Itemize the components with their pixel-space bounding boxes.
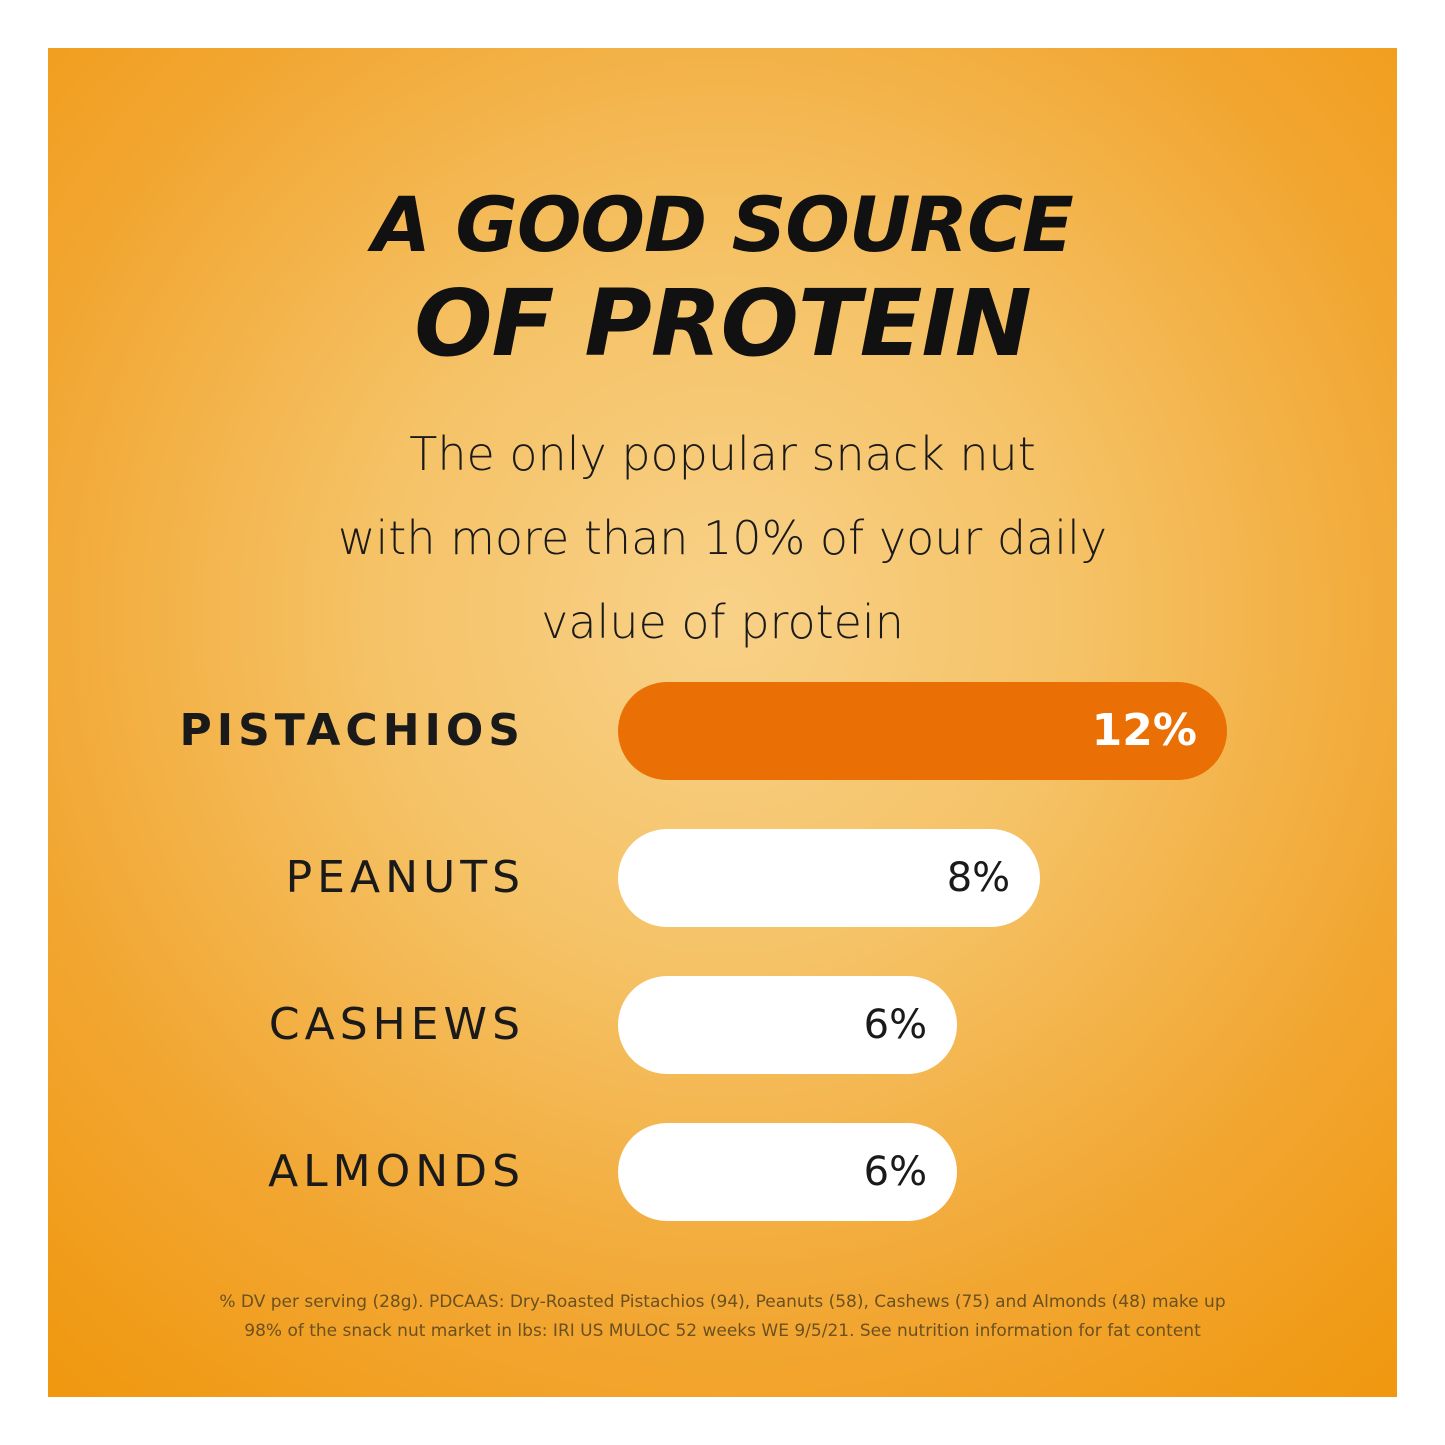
bar-pistachios: 12% [618, 682, 1227, 780]
data-label: 6% [863, 1002, 928, 1048]
footnote-line: % DV per serving (28g). PDCAAS: Dry-Roas… [219, 1292, 1226, 1312]
subtitle-line: with more than 10% of your daily [337, 511, 1108, 565]
data-label: 12% [1091, 705, 1197, 756]
footnote-line: 98% of the snack nut market in lbs: IRI … [244, 1321, 1201, 1341]
bar-label-peanuts: PEANUTS [285, 852, 525, 903]
subtitle: The only popular snack nut with more tha… [48, 412, 1397, 664]
title-line-2: OF PROTEIN [414, 270, 1031, 377]
bar-almonds: 6% [618, 1123, 958, 1221]
bar-cashews: 6% [618, 976, 958, 1074]
infographic-panel: A GOOD SOURCE OF PROTEIN The only popula… [48, 48, 1397, 1397]
subtitle-line: value of protein [541, 595, 904, 649]
bar-label-almonds: ALMONDS [268, 1146, 525, 1197]
bar-label-pistachios: PISTACHIOS [179, 705, 525, 756]
data-label: 6% [863, 1149, 928, 1195]
data-label: 8% [946, 855, 1011, 901]
bar-peanuts: 8% [618, 829, 1041, 927]
footnote: % DV per serving (28g). PDCAAS: Dry-Roas… [48, 1288, 1397, 1346]
bar-label-cashews: CASHEWS [268, 999, 525, 1050]
subtitle-line: The only popular snack nut [409, 427, 1036, 481]
title-line-1: A GOOD SOURCE [372, 180, 1074, 269]
